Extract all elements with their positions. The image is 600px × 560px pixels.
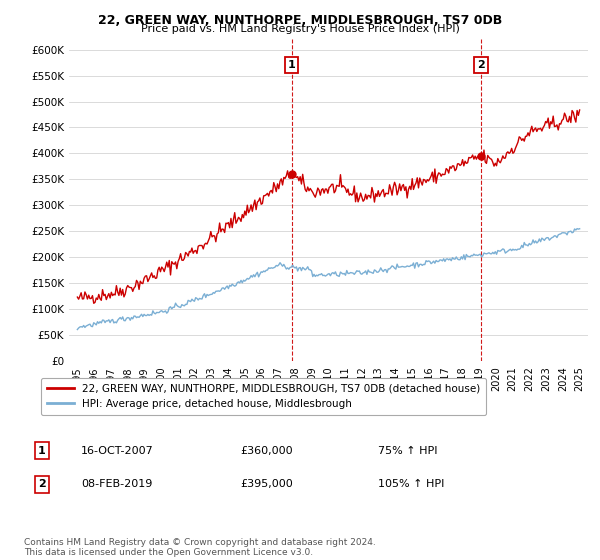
Text: 16-OCT-2007: 16-OCT-2007 xyxy=(81,446,154,456)
Text: 105% ↑ HPI: 105% ↑ HPI xyxy=(378,479,445,489)
Text: Contains HM Land Registry data © Crown copyright and database right 2024.
This d: Contains HM Land Registry data © Crown c… xyxy=(24,538,376,557)
Text: 08-FEB-2019: 08-FEB-2019 xyxy=(81,479,152,489)
Text: £360,000: £360,000 xyxy=(240,446,293,456)
Text: 1: 1 xyxy=(38,446,46,456)
Legend: 22, GREEN WAY, NUNTHORPE, MIDDLESBROUGH, TS7 0DB (detached house), HPI: Average : 22, GREEN WAY, NUNTHORPE, MIDDLESBROUGH,… xyxy=(41,377,487,416)
Text: 2: 2 xyxy=(477,60,485,70)
Text: £395,000: £395,000 xyxy=(240,479,293,489)
Text: 2: 2 xyxy=(38,479,46,489)
Text: 75% ↑ HPI: 75% ↑ HPI xyxy=(378,446,437,456)
Text: Price paid vs. HM Land Registry's House Price Index (HPI): Price paid vs. HM Land Registry's House … xyxy=(140,24,460,34)
Text: 1: 1 xyxy=(288,60,296,70)
Text: 22, GREEN WAY, NUNTHORPE, MIDDLESBROUGH, TS7 0DB: 22, GREEN WAY, NUNTHORPE, MIDDLESBROUGH,… xyxy=(98,14,502,27)
